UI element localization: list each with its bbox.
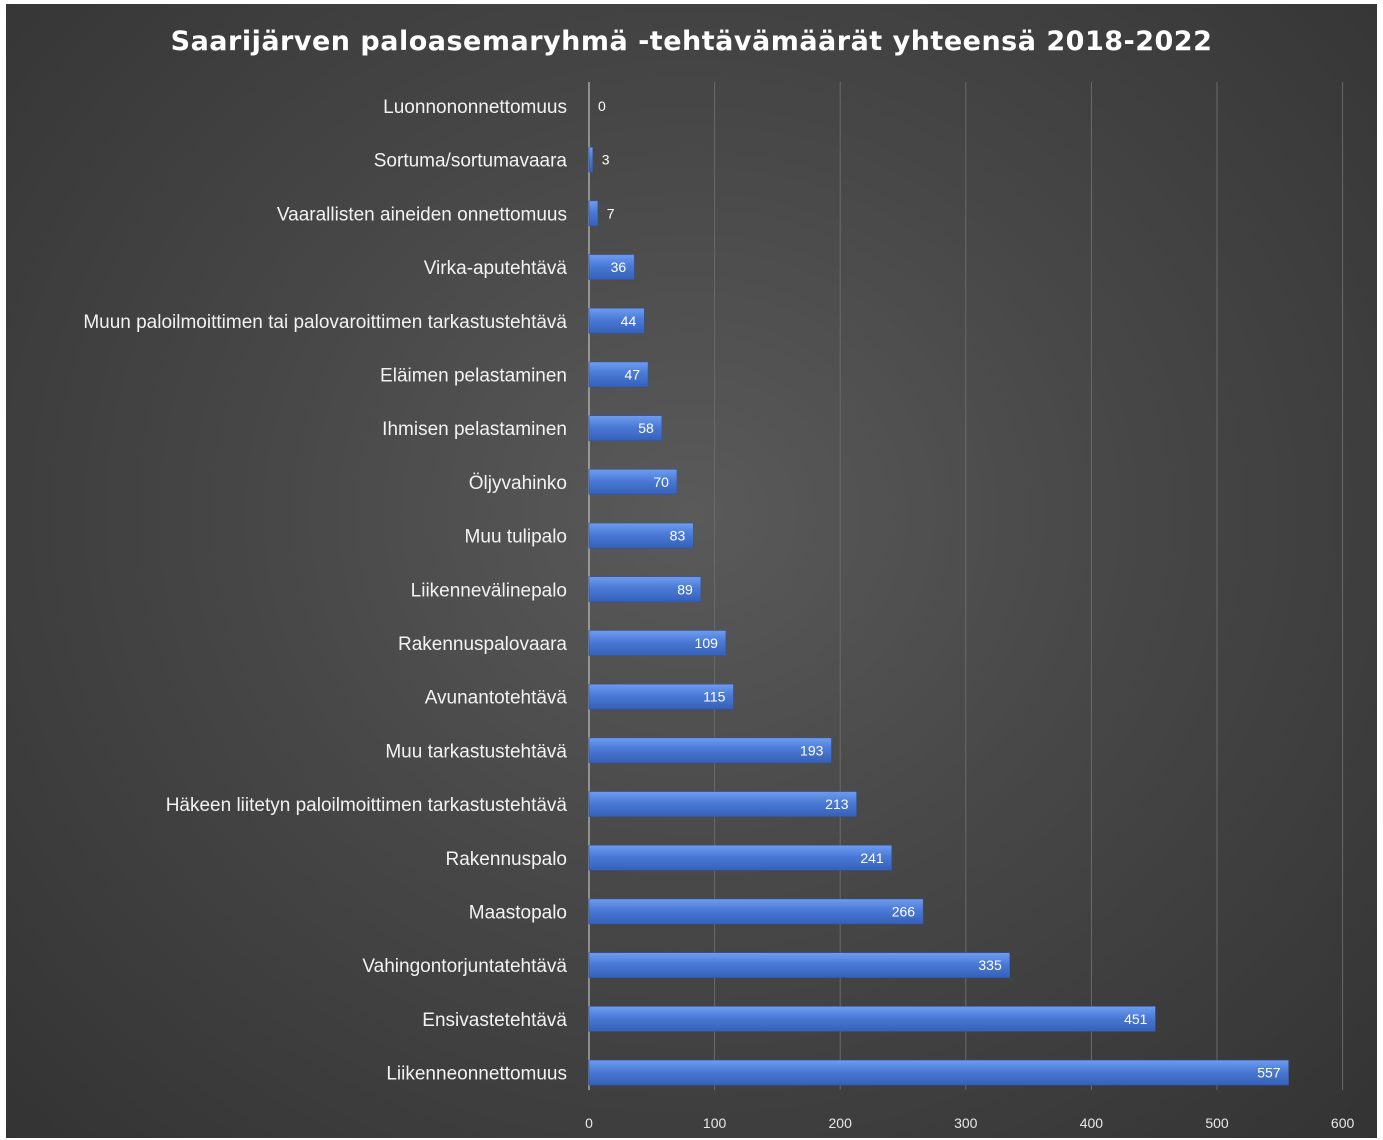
bar <box>589 201 598 226</box>
bar <box>589 899 923 924</box>
category-label: Ihmisen pelastaminen <box>382 419 567 440</box>
data-label: 83 <box>670 528 686 544</box>
category-label: Vaarallisten aineiden onnettomuus <box>277 204 567 225</box>
category-label: Virka-aputehtävä <box>424 258 568 279</box>
category-label: Rakennuspalovaara <box>398 634 567 655</box>
x-tick-label: 300 <box>954 1115 978 1131</box>
data-label: 44 <box>621 313 637 329</box>
bar <box>589 953 1010 978</box>
data-label: 109 <box>695 635 719 651</box>
data-label: 335 <box>978 957 1002 973</box>
category-label: Avunantotehtävä <box>425 688 568 709</box>
data-label: 0 <box>598 98 606 114</box>
bar <box>589 147 593 172</box>
x-tick-label: 0 <box>585 1115 593 1131</box>
x-tick-label: 600 <box>1331 1115 1355 1131</box>
chart-area: Saarijärven paloasemaryhmä -tehtävämäärä… <box>6 4 1377 1138</box>
category-label: Öljyvahinko <box>469 473 567 494</box>
data-label: 115 <box>703 689 726 705</box>
data-label: 266 <box>892 904 916 920</box>
data-label: 3 <box>602 152 610 168</box>
category-label: Vahingontorjuntatehtävä <box>362 956 567 977</box>
data-label: 89 <box>677 581 693 597</box>
category-label: Ensivastetehtävä <box>422 1010 567 1031</box>
x-tick-label: 200 <box>829 1115 853 1131</box>
category-label: Häkeen liitetyn paloilmoittimen tarkastu… <box>166 795 568 816</box>
category-label: Liikenneonnettomuus <box>386 1064 567 1085</box>
x-tick-label: 500 <box>1205 1115 1229 1131</box>
x-tick-label: 100 <box>703 1115 727 1131</box>
category-label: Rakennuspalo <box>446 849 567 870</box>
data-label: 7 <box>607 205 615 221</box>
data-label: 36 <box>611 259 627 275</box>
category-label: Liikennevälinepalo <box>411 580 567 601</box>
data-label: 58 <box>638 420 654 436</box>
bar <box>589 845 892 870</box>
x-tick-label: 400 <box>1080 1115 1104 1131</box>
bar <box>589 792 857 817</box>
data-label: 47 <box>624 367 640 383</box>
bar-chart-plot: Luonnononnettomuus 0 Sortuma/sortumavaara 3… <box>6 4 1377 1138</box>
data-label: 241 <box>860 850 884 866</box>
category-label: Eläimen pelastaminen <box>380 366 567 387</box>
data-label: 213 <box>825 796 849 812</box>
category-label: Sortuma/sortumavaara <box>374 151 568 172</box>
bar <box>589 738 831 763</box>
data-label: 557 <box>1257 1065 1281 1081</box>
data-label: 193 <box>800 742 824 758</box>
bar <box>589 1006 1155 1031</box>
category-label: Muu tulipalo <box>465 527 567 548</box>
category-label: Muu tarkastustehtävä <box>385 741 567 762</box>
category-label: Muun paloilmoittimen tai palovaroittimen… <box>83 312 567 333</box>
category-label: Maastopalo <box>469 903 567 924</box>
bar <box>589 1060 1289 1085</box>
category-label: Luonnononnettomuus <box>383 97 567 118</box>
data-label: 70 <box>653 474 669 490</box>
data-label: 451 <box>1124 1011 1148 1027</box>
